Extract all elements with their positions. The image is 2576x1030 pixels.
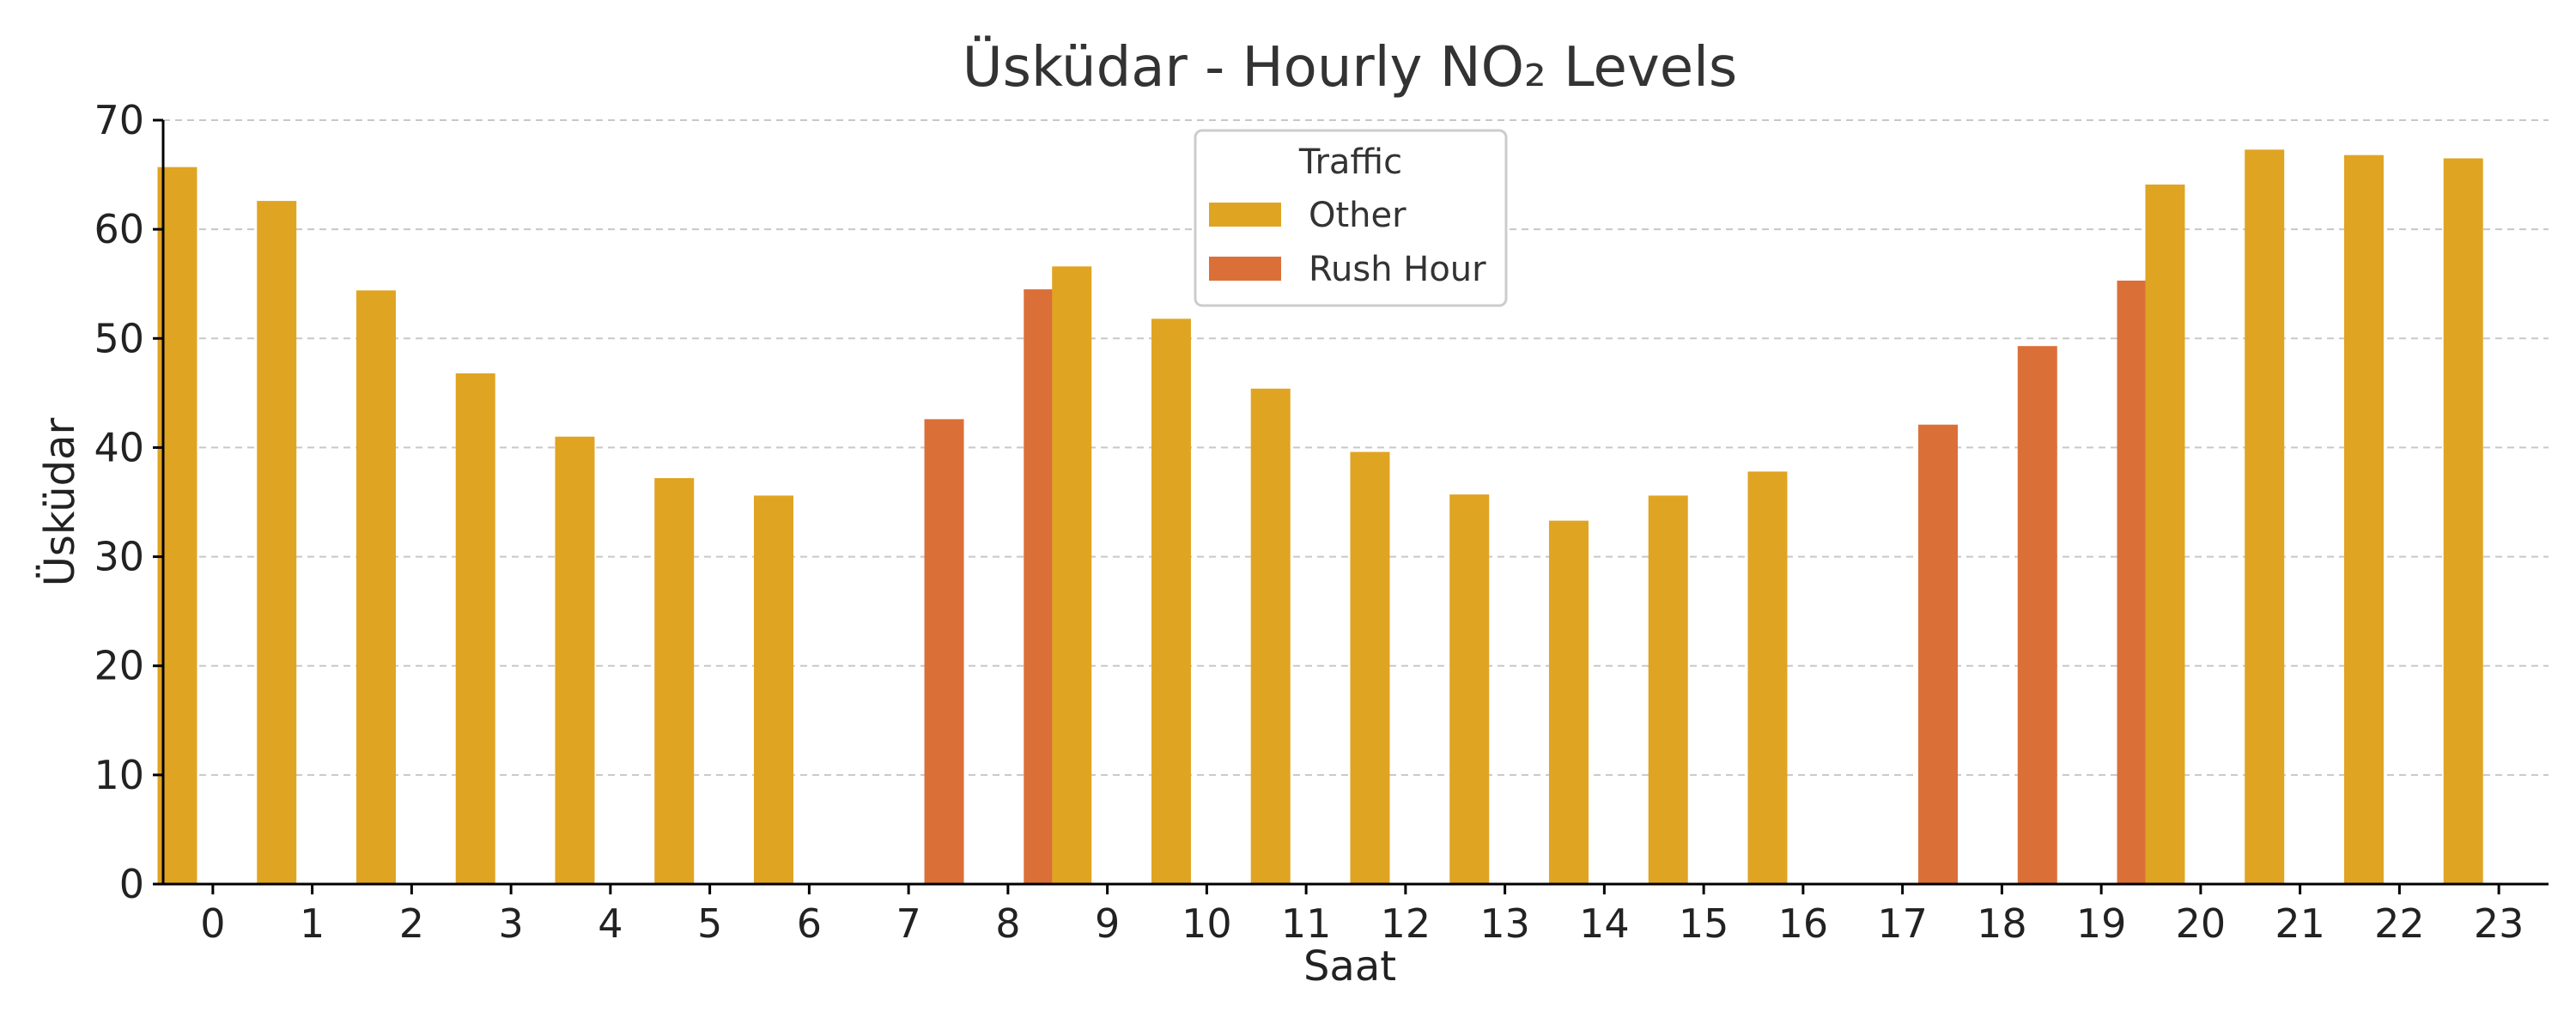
y-tick-label: 10 bbox=[94, 752, 144, 798]
y-tick-label: 30 bbox=[94, 534, 144, 580]
x-tick-label: 12 bbox=[1381, 900, 1431, 947]
x-tick-label: 11 bbox=[1281, 900, 1332, 947]
chart-title: Üsküdar - Hourly NO₂ Levels bbox=[963, 35, 1737, 100]
bar-other-14 bbox=[1548, 520, 1589, 884]
legend-label-rush-hour: Rush Hour bbox=[1309, 250, 1486, 289]
x-axis-label: Saat bbox=[1303, 942, 1396, 991]
y-axis-ticks: 0 10 20 30 40 50 60 70 bbox=[94, 97, 163, 907]
x-tick-label: 3 bbox=[498, 900, 523, 947]
x-tick-label: 5 bbox=[697, 900, 722, 947]
bar-other-6 bbox=[753, 495, 793, 884]
x-tick-label: 2 bbox=[399, 900, 424, 947]
x-tick-label: 9 bbox=[1095, 900, 1120, 947]
x-tick-label: 0 bbox=[200, 900, 225, 947]
bar-other-11 bbox=[1250, 388, 1291, 884]
bar-rush-hour-7 bbox=[924, 419, 964, 884]
legend-swatch-rush-hour bbox=[1209, 257, 1281, 281]
bar-other-15 bbox=[1648, 495, 1688, 884]
y-tick-label: 40 bbox=[94, 424, 144, 470]
bar-other-12 bbox=[1350, 451, 1390, 884]
y-tick-label: 50 bbox=[94, 315, 144, 361]
y-tick-label: 0 bbox=[119, 861, 144, 907]
x-tick-label: 4 bbox=[598, 900, 623, 947]
x-tick-label: 20 bbox=[2176, 900, 2227, 947]
y-tick-label: 20 bbox=[94, 643, 144, 689]
x-tick-label: 13 bbox=[1479, 900, 1530, 947]
x-tick-label: 22 bbox=[2374, 900, 2425, 947]
x-tick-label: 18 bbox=[1977, 900, 2027, 947]
bar-other-13 bbox=[1449, 494, 1490, 884]
x-tick-label: 6 bbox=[797, 900, 822, 947]
bar-other-22 bbox=[2343, 154, 2384, 884]
bar-other-3 bbox=[455, 373, 495, 884]
bar-other-21 bbox=[2245, 149, 2285, 885]
legend-label-other: Other bbox=[1309, 196, 1406, 235]
bar-other-20 bbox=[2145, 185, 2185, 884]
x-axis-ticks: 0 1 2 3 4 5 6 7 8 9 10 11 12 13 14 15 16 17 18 19 20 21 22 23 bbox=[200, 884, 2524, 947]
y-tick-label: 60 bbox=[94, 206, 144, 252]
x-tick-label: 8 bbox=[995, 900, 1020, 947]
legend: Traffic Other Rush Hour bbox=[1194, 129, 1508, 307]
bar-other-5 bbox=[654, 478, 695, 884]
x-tick-label: 19 bbox=[2076, 900, 2127, 947]
y-axis-label: Üsküdar bbox=[36, 417, 84, 586]
x-tick-label: 14 bbox=[1579, 900, 1630, 947]
bar-other-23 bbox=[2443, 158, 2483, 884]
x-tick-label: 17 bbox=[1877, 900, 1928, 947]
y-tick-label: 70 bbox=[94, 97, 144, 143]
x-tick-label: 23 bbox=[2474, 900, 2524, 947]
bar-rush-hour-18 bbox=[2017, 346, 2057, 885]
bars bbox=[157, 149, 2483, 885]
bar-other-4 bbox=[555, 436, 595, 884]
legend-title: Traffic bbox=[1298, 142, 1402, 182]
bar-other-10 bbox=[1151, 318, 1191, 884]
x-tick-label: 1 bbox=[300, 900, 325, 947]
bar-rush-hour-17 bbox=[1918, 424, 1959, 884]
legend-swatch-other bbox=[1209, 203, 1281, 227]
x-tick-label: 16 bbox=[1778, 900, 1829, 947]
x-tick-label: 21 bbox=[2275, 900, 2325, 947]
x-tick-label: 7 bbox=[896, 900, 920, 947]
x-tick-label: 10 bbox=[1182, 900, 1232, 947]
x-tick-label: 15 bbox=[1679, 900, 1729, 947]
bar-other-2 bbox=[355, 290, 396, 884]
bar-other-16 bbox=[1747, 471, 1788, 884]
bar-other-9 bbox=[1052, 266, 1092, 884]
bar-other-1 bbox=[257, 201, 297, 885]
